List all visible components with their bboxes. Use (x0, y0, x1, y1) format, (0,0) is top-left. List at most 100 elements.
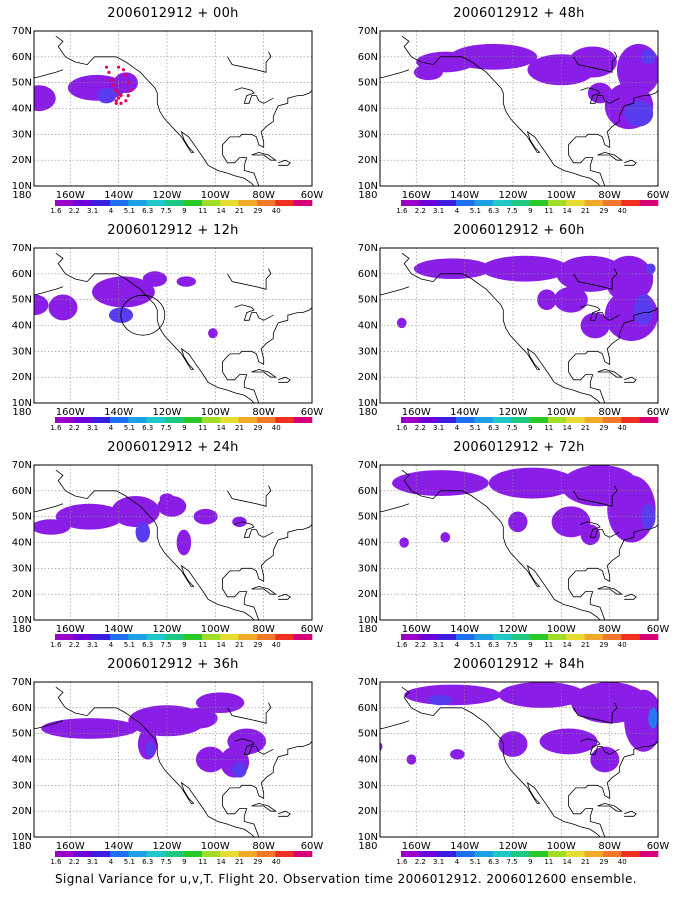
colorbar-label: 29 (599, 641, 608, 649)
lat-tick-label: 20N (12, 589, 32, 600)
coastline (55, 686, 255, 837)
colorbar-swatch (437, 417, 457, 423)
coastline (34, 503, 64, 513)
colorbar-label: 21 (581, 641, 590, 649)
colorbar-swatch (419, 417, 439, 423)
colorbar-label: 14 (563, 641, 572, 649)
variance-area (450, 43, 538, 70)
colorbar-swatch (55, 634, 74, 640)
colorbar-label: 9 (528, 424, 532, 432)
colorbar-swatch (201, 417, 221, 423)
lon-tick-label: 100W (547, 190, 576, 201)
colorbar-swatch (474, 634, 494, 640)
colorbar-swatch (220, 634, 239, 640)
coastline (227, 702, 272, 724)
colorbar-label: 40 (272, 641, 281, 649)
colorbar-swatch (165, 634, 184, 640)
lat-tick-label: 10N (358, 398, 378, 409)
lat-tick-label: 70N (358, 460, 378, 471)
lon-tick-label: 180 (358, 841, 377, 852)
flight-track-point (117, 65, 121, 69)
colorbar-swatch (492, 634, 512, 640)
colorbar-label: 21 (581, 207, 590, 215)
colorbar-label: 1.6 (50, 424, 62, 432)
variance-area (404, 684, 501, 706)
colorbar-label: 14 (563, 207, 572, 215)
colorbar-label: 29 (599, 207, 608, 215)
variance-area (380, 742, 383, 752)
colorbar-swatch (437, 200, 457, 206)
lat-tick-label: 60N (358, 703, 378, 714)
flight-track-point (117, 91, 121, 95)
colorbar-label: 40 (618, 207, 627, 215)
lat-tick-label: 40N (12, 104, 32, 115)
colorbar-swatch (73, 417, 93, 423)
lon-tick-label: 100W (201, 407, 230, 418)
colorbar-swatch (128, 417, 148, 423)
colorbar-label: 1.6 (396, 858, 408, 866)
flight-track-point (119, 101, 123, 105)
lon-tick-label: 100W (547, 624, 576, 635)
colorbar-swatch (110, 851, 129, 857)
colorbar-swatch (91, 200, 111, 206)
colorbar-label: 14 (217, 858, 226, 866)
coastline (278, 376, 291, 383)
lon-tick-label: 80W (598, 190, 621, 201)
lon-tick-label: 80W (252, 841, 275, 852)
lon-tick-label: 100W (201, 190, 230, 201)
coastline (55, 469, 255, 620)
panel-title: 2006012912 + 72h (453, 440, 585, 455)
colorbar-swatch (91, 417, 111, 423)
colorbar-swatch (146, 417, 166, 423)
variance-area (624, 100, 654, 127)
colorbar-label: 3.1 (87, 641, 98, 649)
lat-tick-label: 40N (358, 755, 378, 766)
colorbar-swatch (293, 851, 313, 857)
colorbar-label: 1.6 (396, 424, 408, 432)
colorbar-swatch (201, 851, 221, 857)
coastline (597, 368, 623, 378)
variance-area (48, 294, 78, 321)
lat-tick-label: 60N (12, 269, 32, 280)
lon-tick-label: 140W (104, 407, 133, 418)
colorbar-label: 9 (182, 858, 186, 866)
coastline (222, 90, 312, 186)
coastline (573, 485, 618, 507)
lat-tick-label: 10N (12, 398, 32, 409)
lat-tick-label: 10N (358, 615, 378, 626)
colorbar-label: 7.5 (160, 858, 171, 866)
map-frame (33, 681, 313, 838)
lat-tick-label: 50N (358, 295, 378, 306)
colorbar-swatch (73, 200, 93, 206)
colorbar-label: 40 (618, 641, 627, 649)
colorbar-swatch (456, 417, 475, 423)
colorbar-swatch (183, 200, 203, 206)
colorbar-swatch (437, 851, 457, 857)
coastline (573, 702, 618, 724)
colorbar-swatch (128, 634, 148, 640)
colorbar-swatch (238, 634, 258, 640)
colorbar-swatch (639, 851, 659, 857)
coastline (251, 368, 277, 378)
colorbar-label: 1.6 (50, 641, 62, 649)
colorbar-label: 29 (253, 424, 262, 432)
flight-track-point (114, 88, 118, 93)
colorbar-swatch (566, 851, 585, 857)
colorbar-label: 5.1 (470, 858, 481, 866)
colorbar-swatch (547, 417, 567, 423)
coastline (55, 252, 255, 403)
lat-tick-label: 60N (358, 52, 378, 63)
coastline (278, 810, 291, 817)
colorbar-label: 40 (272, 424, 281, 432)
observation-circle (120, 294, 166, 336)
lon-tick-label: 180 (358, 624, 377, 635)
colorbar-swatch (165, 851, 184, 857)
lat-tick-label: 30N (12, 780, 32, 791)
colorbar-swatch (91, 851, 111, 857)
lat-tick-label: 20N (12, 155, 32, 166)
lat-tick-label: 30N (358, 129, 378, 140)
colorbar-swatch (110, 634, 129, 640)
